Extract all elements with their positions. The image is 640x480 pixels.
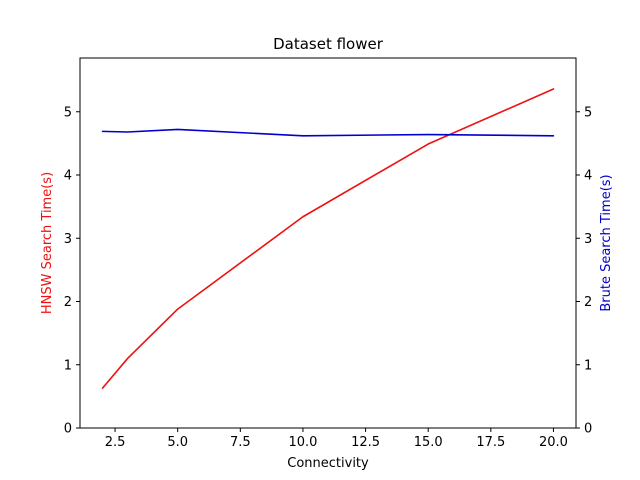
chart-title: Dataset flower	[273, 35, 384, 53]
x-tick-label: 17.5	[476, 435, 505, 450]
y-tick-label-left: 0	[64, 422, 72, 437]
x-tick-label: 5.0	[167, 435, 188, 450]
x-tick-label: 7.5	[230, 435, 251, 450]
x-tick-label: 15.0	[414, 435, 443, 450]
chart-marks	[101, 88, 555, 389]
chart-ticks: 2.5 5.0 7.5 10.0 12.5 15.0 17.5 20.0 0 1 2 3 4 5 0 1 2 3 4…	[64, 105, 593, 450]
y-tick-label-left: 2	[64, 295, 72, 310]
x-tick-label: 2.5	[105, 435, 126, 450]
y-tick-label-left: 3	[64, 232, 72, 247]
y-tick-label-right: 1	[584, 358, 592, 373]
x-tick-label: 10.0	[288, 435, 317, 450]
x-tick-label: 12.5	[351, 435, 380, 450]
y-axis-label-right: Brute Search Time(s)	[599, 174, 614, 311]
y-axis-label-left: HNSW Search Time(s)	[40, 172, 55, 314]
x-axis-label: Connectivity	[287, 456, 369, 471]
y-tick-label-right: 2	[584, 295, 592, 310]
series-line-1	[101, 128, 555, 137]
y-tick-label-left: 4	[64, 169, 72, 184]
y-tick-label-right: 0	[584, 422, 592, 437]
plot-frame	[79, 57, 577, 429]
y-tick-label-right: 5	[584, 105, 592, 120]
y-tick-label-right: 3	[584, 232, 592, 247]
y-tick-label-left: 5	[64, 105, 72, 120]
y-tick-label-left: 1	[64, 358, 72, 373]
y-tick-label-right: 4	[584, 169, 592, 184]
x-tick-label: 20.0	[539, 435, 568, 450]
